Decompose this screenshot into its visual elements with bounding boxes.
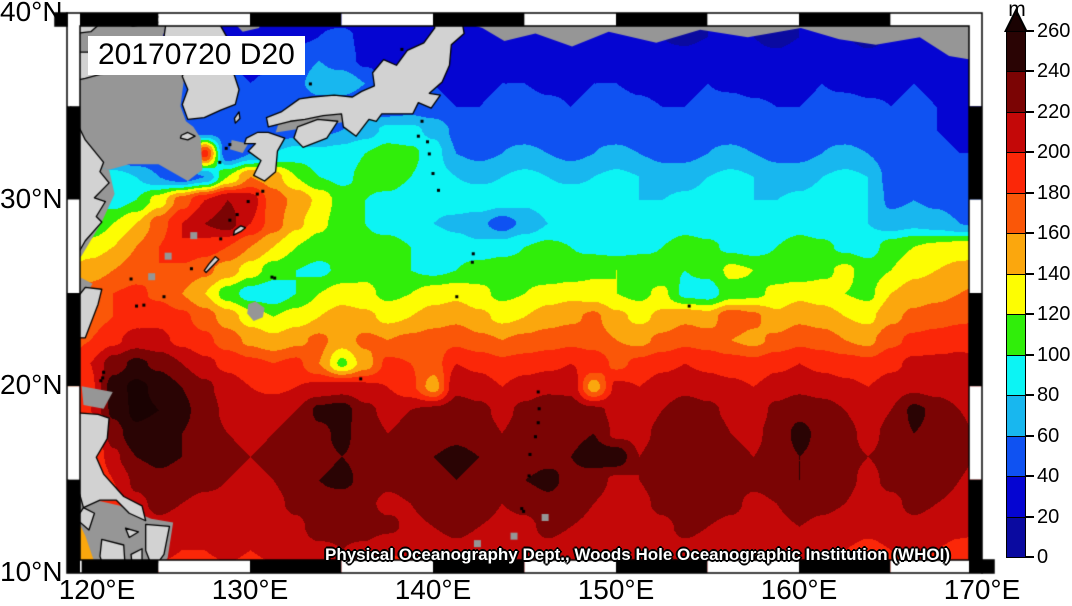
colorbar-tick: [1026, 556, 1034, 558]
colorbar-tick: [1026, 30, 1034, 32]
lat-tick-label: 10°N: [0, 556, 63, 587]
colorbar-segment: [1006, 71, 1026, 113]
colorbar-tick: [1026, 515, 1034, 518]
colorbar-tick: [1026, 110, 1034, 113]
colorbar-tick-label: 220: [1037, 100, 1071, 123]
colorbar-segment: [1006, 435, 1026, 478]
colorbar-segment: [1006, 192, 1026, 235]
lat-tick-label: 20°N: [0, 369, 63, 401]
lon-tick-label: 140°E: [394, 574, 472, 605]
colorbar-segment: [1006, 354, 1026, 397]
colorbar-tick: [1026, 475, 1034, 478]
lat-tick-label: 40°N: [0, 0, 63, 27]
colorbar-tick-label: 180: [1037, 181, 1071, 204]
colorbar-tick: [1026, 353, 1034, 356]
colorbar-units-label: m: [1008, 0, 1026, 21]
lon-tick-label: 160°E: [760, 574, 838, 605]
lon-tick-label: 130°E: [211, 574, 289, 605]
colorbar-tick: [1026, 394, 1034, 397]
credit-text: Physical Oceanography Dept., Woods Hole …: [325, 545, 950, 564]
colorbar-segment: [1006, 111, 1026, 154]
colorbar-tick-label: 160: [1037, 222, 1071, 245]
lon-tick-label: 150°E: [577, 574, 655, 605]
lon-tick-label: 120°E: [58, 574, 136, 605]
colorbar-segment: [1006, 314, 1026, 356]
colorbar-segment: [1006, 233, 1026, 275]
colorbar-tick-label: 240: [1037, 60, 1071, 83]
colorbar-tick: [1026, 232, 1034, 235]
colorbar-tick-label: 140: [1037, 262, 1071, 285]
colorbar-tick: [1026, 151, 1034, 154]
colorbar-tick-label: 80: [1037, 384, 1060, 407]
colorbar-segment: [1006, 31, 1026, 73]
colorbar-tick-label: 40: [1037, 465, 1060, 488]
colorbar-tick-label: 200: [1037, 141, 1071, 164]
colorbar-tick: [1026, 434, 1034, 437]
colorbar-segment: [1006, 476, 1026, 518]
date-title-box: 20170720 D20: [88, 36, 305, 75]
lat-tick-label: 30°N: [0, 182, 63, 214]
colorbar-arrow: [1007, 12, 1025, 31]
colorbar-tick: [1026, 272, 1034, 275]
colorbar-tick: [1026, 313, 1034, 316]
colorbar-segment: [1006, 516, 1026, 558]
colorbar-tick-label: 0: [1037, 546, 1049, 568]
colorbar-tick-label: 120: [1037, 303, 1071, 326]
colorbar-tick-label: 20: [1037, 505, 1060, 528]
lon-tick-label: 170°E: [943, 574, 1021, 605]
colorbar-tick-label: 260: [1037, 20, 1071, 42]
colorbar-tick-label: 100: [1037, 343, 1071, 366]
colorbar-segment: [1006, 395, 1026, 437]
colorbar-tick-label: 60: [1037, 424, 1060, 447]
colorbar-tick: [1026, 70, 1034, 73]
colorbar-segment: [1006, 273, 1026, 316]
colorbar-segment: [1006, 152, 1026, 194]
colorbar-tick: [1026, 191, 1034, 194]
